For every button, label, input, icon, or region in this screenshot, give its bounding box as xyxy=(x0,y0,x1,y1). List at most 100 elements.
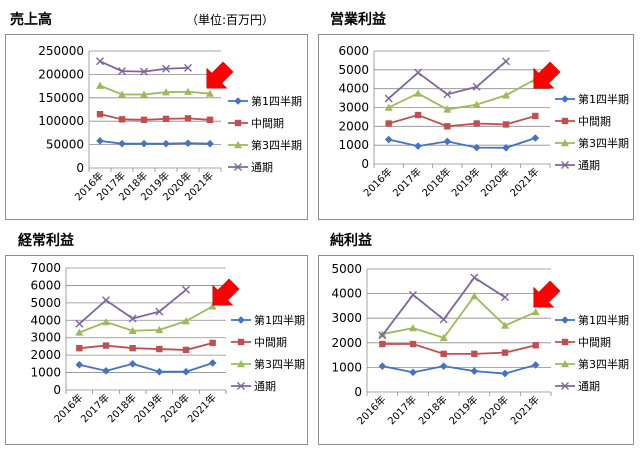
data-point xyxy=(102,296,110,305)
data-point xyxy=(443,90,452,99)
data-point xyxy=(128,360,137,368)
data-point xyxy=(208,359,217,367)
data-point xyxy=(155,307,164,316)
data-point xyxy=(76,344,83,352)
data-point xyxy=(184,63,192,72)
series-line xyxy=(382,294,537,339)
arrow-shape xyxy=(206,61,234,89)
series-line xyxy=(388,137,536,149)
legend-label: 第3四半期 xyxy=(254,357,305,371)
highlight-arrow xyxy=(533,280,561,308)
data-point xyxy=(102,342,110,349)
data-point xyxy=(128,326,137,334)
y-tick-label: 1000 xyxy=(338,138,369,152)
data-point xyxy=(378,330,387,338)
x-tick-label: 2021年 xyxy=(507,165,541,199)
y-tick-label: 4000 xyxy=(30,313,61,327)
data-point xyxy=(102,318,110,326)
line-chart-ordinary-profit: 010002000300040005000600070002016年2017年2… xyxy=(30,261,305,425)
y-tick-label: 2000 xyxy=(30,348,61,362)
legend-marker xyxy=(234,163,242,171)
data-point xyxy=(531,308,540,316)
y-tick-label: 6000 xyxy=(30,278,61,292)
data-point xyxy=(129,344,136,352)
data-point xyxy=(128,314,137,323)
data-point xyxy=(439,333,448,342)
data-point xyxy=(532,112,539,120)
y-tick-label: 0 xyxy=(354,385,362,399)
data-point xyxy=(118,116,126,123)
series-line xyxy=(99,60,189,73)
line-chart-sales: 0500001000001500002000002500002016年2017年… xyxy=(38,44,302,203)
data-point xyxy=(443,137,452,146)
y-tick-label: 250000 xyxy=(38,44,84,58)
legend-label: 通期 xyxy=(578,380,600,393)
data-point xyxy=(206,139,214,148)
data-point xyxy=(206,116,214,123)
x-tick-label: 2019年 xyxy=(449,165,483,199)
line-chart-operating-profit: 01000200030004000500060002016年2017年2018年… xyxy=(338,44,629,199)
series-line xyxy=(99,84,211,96)
data-point xyxy=(502,91,510,99)
y-tick-label: 50000 xyxy=(46,138,84,152)
legend-marker xyxy=(561,139,569,147)
data-point xyxy=(414,89,422,97)
x-tick-label: 2017年 xyxy=(390,165,424,199)
data-point xyxy=(102,367,110,375)
data-point xyxy=(472,143,481,152)
data-point xyxy=(209,339,216,347)
y-tick-label: 5000 xyxy=(30,296,61,310)
data-point xyxy=(502,121,510,128)
data-point xyxy=(206,89,214,97)
data-point xyxy=(184,115,192,122)
chart-panel-operating-profit: 0 1000 2000 3000 4000 5000 6000 2016年 2017年 2018年… xyxy=(318,34,634,220)
y-tick-label: 100000 xyxy=(38,114,84,128)
chart-panel-ordinary-profit: 0 1000 2000 3000 4000 5000 6000 7000 2016年 2017年 2… xyxy=(5,255,308,445)
series-line xyxy=(388,114,536,128)
legend-marker xyxy=(561,95,569,103)
x-tick-label: 2018年 xyxy=(419,165,453,199)
legend-label: 中間期 xyxy=(254,336,287,349)
data-point xyxy=(75,319,84,328)
series-line xyxy=(388,60,507,100)
y-tick-label: 3000 xyxy=(331,311,362,325)
x-tick-label: 2019年 xyxy=(446,393,480,427)
data-point xyxy=(378,331,387,340)
legend-marker xyxy=(561,316,569,324)
data-point xyxy=(162,88,170,96)
data-point xyxy=(414,68,422,77)
legend-label: 第1四半期 xyxy=(578,92,629,106)
data-point xyxy=(471,350,478,358)
highlight-arrow xyxy=(206,61,234,89)
legend-label: 第1四半期 xyxy=(251,94,302,108)
legend-marker xyxy=(561,161,569,169)
data-point xyxy=(184,87,192,95)
legend-marker xyxy=(561,117,569,125)
y-tick-label: 4000 xyxy=(338,82,369,96)
data-point xyxy=(162,139,170,148)
data-point xyxy=(385,120,392,127)
y-tick-label: 3000 xyxy=(338,101,369,115)
chart-title-ordinary-profit: 経常利益 xyxy=(18,233,74,249)
data-point xyxy=(502,57,510,66)
series-line xyxy=(381,276,506,336)
legend-label: 第3四半期 xyxy=(578,357,629,371)
legend-marker xyxy=(234,141,242,149)
legend-label: 第1四半期 xyxy=(578,313,629,327)
x-tick-label: 2017年 xyxy=(385,393,419,427)
legend-marker xyxy=(237,338,245,346)
data-point xyxy=(182,317,190,325)
y-tick-label: 3000 xyxy=(30,331,61,345)
data-point xyxy=(384,103,393,111)
legend-label: 通期 xyxy=(251,161,273,174)
x-tick-label: 2020年 xyxy=(478,165,512,199)
highlight-arrow xyxy=(533,61,561,89)
series-line xyxy=(79,305,214,334)
data-point xyxy=(472,82,481,91)
y-tick-label: 4000 xyxy=(331,287,362,301)
series-line xyxy=(79,362,213,373)
data-point xyxy=(182,346,190,354)
data-point xyxy=(140,90,148,98)
data-point xyxy=(379,340,386,348)
data-point xyxy=(439,362,448,370)
